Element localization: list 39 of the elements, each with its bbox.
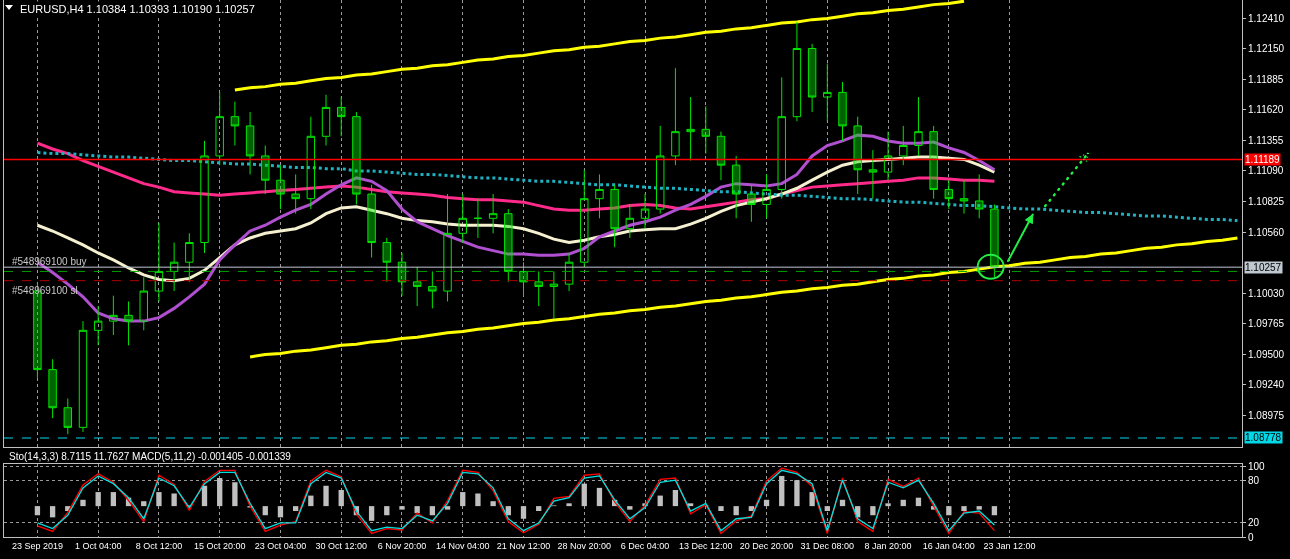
y-tick-label: 1.09765 xyxy=(1248,318,1285,330)
x-tick-label: 23 Jan 12:00 xyxy=(983,540,1036,551)
y-tick-label: 80 xyxy=(1248,475,1260,487)
y-tick-label: 0 xyxy=(1248,531,1254,543)
y-tick-label: 1.08975 xyxy=(1248,409,1285,421)
y-tick-label: 1.11620 xyxy=(1248,104,1284,116)
y-tick-label: 1.12150 xyxy=(1248,43,1285,55)
y-tick-label: 1.10825 xyxy=(1248,196,1285,208)
x-tick-label: 31 Dec 08:00 xyxy=(800,540,855,551)
y-tick-label: 1.10560 xyxy=(1248,226,1285,238)
ref-line-label: 1.10257 xyxy=(1245,262,1282,273)
y-tick-label: 100 xyxy=(1248,461,1266,473)
y-tick-label: 1.09500 xyxy=(1248,349,1285,361)
y-tick-label: 1.09240 xyxy=(1248,379,1285,391)
x-tick-label: 23 Oct 04:00 xyxy=(254,540,307,551)
x-tick-label: 28 Nov 20:00 xyxy=(557,540,612,551)
x-tick-label: 6 Dec 04:00 xyxy=(620,540,670,551)
y-tick-label: 1.11885 xyxy=(1248,73,1284,85)
y-tick-label: 1.10030 xyxy=(1248,287,1285,299)
y-tick-label: 1.11090 xyxy=(1248,165,1284,177)
x-tick-label: 8 Jan 20:00 xyxy=(864,540,912,551)
ref-line-label: 1.11189 xyxy=(1245,154,1281,165)
x-tick-label: 13 Dec 12:00 xyxy=(679,540,733,551)
x-tick-label: 21 Nov 12:00 xyxy=(496,540,551,551)
x-tick-label: 16 Jan 04:00 xyxy=(922,540,975,551)
y-tick-label: 20 xyxy=(1248,517,1260,529)
x-tick-label: 6 Nov 20:00 xyxy=(377,540,427,551)
x-tick-label: 30 Oct 12:00 xyxy=(315,540,367,551)
x-tick-label: 23 Sep 2019 xyxy=(11,540,63,551)
x-tick-label: 8 Oct 12:00 xyxy=(135,540,183,551)
x-tick-label: 14 Nov 04:00 xyxy=(435,540,490,551)
x-tick-label: 1 Oct 04:00 xyxy=(74,540,122,551)
x-tick-label: 15 Oct 20:00 xyxy=(193,540,246,551)
chart-title: Sto(14,3,3) 8.7115 11.7627 MACD(5,11,2) -0.001405 -0.001339 xyxy=(9,451,292,462)
y-tick-label: 1.12410 xyxy=(1248,12,1285,24)
x-tick-label: 20 Dec 20:00 xyxy=(739,540,794,551)
ref-line-label: 1.08778 xyxy=(1245,432,1282,443)
y-tick-label: 1.11355 xyxy=(1248,134,1284,146)
chart-title: EURUSD,H4 1.10384 1.10393 1.10190 1.10257 xyxy=(20,3,255,15)
